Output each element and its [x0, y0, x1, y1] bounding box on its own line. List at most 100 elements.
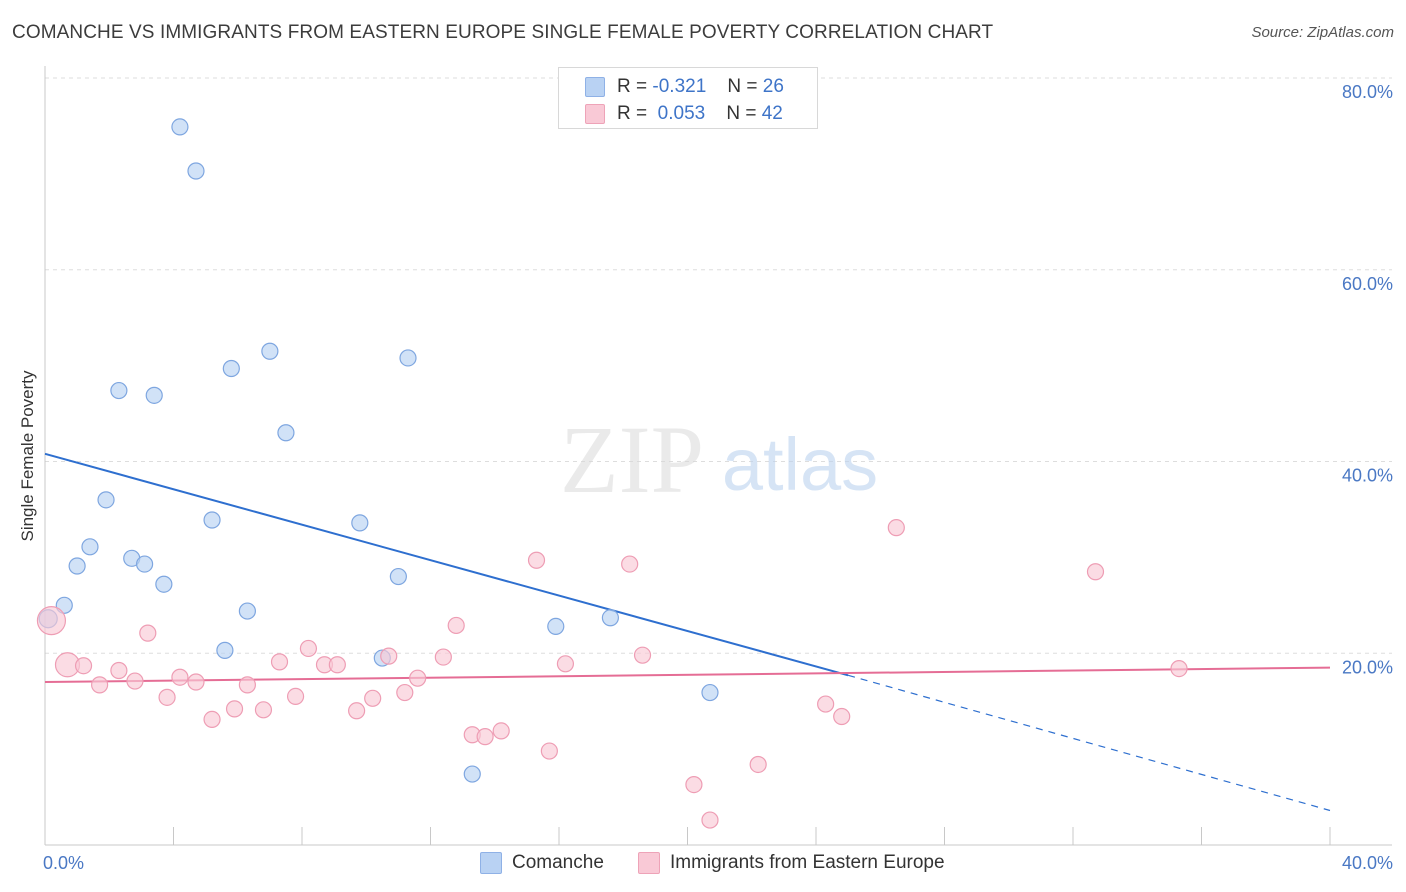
eastern-europe-point — [238, 676, 256, 694]
comanche-swatch — [585, 77, 605, 97]
data-points — [36, 118, 1188, 829]
n-value: 26 — [762, 76, 784, 97]
eastern-europe-point — [225, 700, 244, 718]
comanche-point — [547, 617, 565, 636]
r-key: R = — [617, 103, 648, 124]
eastern-europe-point — [447, 616, 465, 635]
eastern-europe-point — [476, 728, 494, 746]
eastern-europe-point — [187, 673, 205, 691]
legend-item-comanche: Comanche — [480, 852, 604, 874]
comanche-point — [155, 575, 173, 593]
comanche-point — [171, 118, 189, 136]
source-credit: Source: ZipAtlas.com — [1251, 24, 1394, 41]
comanche-point — [135, 555, 154, 573]
comanche-point — [277, 424, 295, 442]
comanche-point — [601, 609, 620, 627]
comanche-point — [261, 342, 279, 360]
x-tick-label-max: 40.0% — [1342, 853, 1393, 873]
gridlines — [45, 77, 1392, 654]
r-key: R = — [617, 76, 648, 97]
eastern-europe-point — [139, 624, 157, 642]
tick-labels: 80.0% 60.0% 40.0% 20.0% 0.0% 40.0% — [43, 82, 1393, 873]
comanche-point — [389, 567, 407, 586]
y-tick-label: 80.0% — [1342, 82, 1393, 102]
eastern-europe-point — [633, 646, 652, 664]
watermark-zip: ZIP — [560, 406, 704, 513]
eastern-europe-swatch — [638, 852, 660, 874]
eastern-europe-point — [1086, 563, 1105, 581]
eastern-europe-point — [36, 606, 67, 636]
r-value: 0.053 — [657, 103, 706, 124]
comanche-point — [399, 349, 417, 367]
comanche-point — [68, 557, 86, 575]
eastern-europe-point — [158, 688, 176, 706]
eastern-europe-point — [110, 661, 128, 680]
eastern-europe-point — [556, 655, 575, 673]
stats-legend: R = -0.321 N = 26 R = 0.053 N = 42 — [558, 67, 818, 129]
eastern-europe-point — [749, 755, 767, 774]
eastern-europe-point — [492, 722, 510, 740]
eastern-europe-point — [1170, 659, 1188, 678]
eastern-europe-swatch — [585, 104, 605, 124]
eastern-europe-point — [701, 811, 719, 829]
eastern-europe-point — [91, 676, 109, 694]
chart-title: COMANCHE VS IMMIGRANTS FROM EASTERN EURO… — [12, 22, 994, 43]
eastern-europe-trend-line — [44, 666, 1331, 684]
eastern-europe-point — [396, 683, 414, 702]
trend-lines — [44, 452, 1331, 812]
watermark-atlas: atlas — [722, 423, 878, 506]
comanche-point — [110, 381, 128, 400]
eastern-europe-point — [126, 672, 144, 690]
eastern-europe-point — [254, 701, 273, 719]
comanche-trend-extension — [847, 674, 1331, 812]
n-key: N = — [727, 76, 758, 97]
eastern-europe-point — [621, 555, 639, 573]
comanche-point — [463, 765, 481, 783]
comanche-point — [701, 683, 719, 702]
y-tick-label: 40.0% — [1342, 466, 1393, 486]
comanche-point — [145, 386, 163, 404]
comanche-point — [203, 511, 221, 529]
comanche-trend-line — [44, 452, 849, 677]
r-value: -0.321 — [652, 76, 707, 97]
comanche-point — [81, 538, 99, 556]
eastern-europe-point — [833, 707, 851, 726]
stats-row-eastern-europe: R = 0.053 N = 42 — [585, 103, 783, 125]
axes — [44, 66, 1392, 846]
stats-row-comanche: R = -0.321 N = 26 — [585, 76, 784, 98]
eastern-europe-point — [74, 657, 93, 675]
eastern-europe-point — [434, 648, 452, 666]
y-tick-label: 20.0% — [1342, 657, 1393, 677]
eastern-europe-point — [348, 702, 366, 720]
eastern-europe-point — [328, 656, 346, 674]
eastern-europe-point — [817, 695, 835, 713]
comanche-point — [222, 359, 240, 378]
y-tick-label: 60.0% — [1342, 274, 1393, 294]
eastern-europe-point — [409, 669, 427, 687]
comanche-point — [97, 491, 115, 509]
eastern-europe-point — [171, 668, 189, 686]
eastern-europe-point — [364, 689, 382, 707]
n-value: 42 — [761, 103, 783, 124]
legend-label: Comanche — [512, 852, 604, 873]
comanche-swatch — [480, 852, 502, 874]
comanche-point — [351, 514, 369, 532]
x-tick-label-min: 0.0% — [43, 853, 84, 873]
eastern-europe-point — [203, 710, 221, 729]
eastern-europe-point — [270, 653, 289, 671]
legend-item-eastern-europe: Immigrants from Eastern Europe — [638, 852, 945, 874]
eastern-europe-point — [380, 647, 398, 665]
comanche-point — [187, 162, 205, 180]
eastern-europe-point — [299, 639, 318, 658]
comanche-point — [216, 641, 234, 659]
eastern-europe-point — [527, 551, 546, 569]
eastern-europe-point — [286, 687, 305, 705]
legend-label: Immigrants from Eastern Europe — [670, 852, 945, 873]
series-legend: Comanche Immigrants from Eastern Europe — [0, 852, 1406, 878]
n-key: N = — [726, 103, 757, 124]
eastern-europe-point — [540, 742, 558, 760]
comanche-point — [238, 602, 256, 620]
eastern-europe-point — [887, 519, 905, 537]
eastern-europe-point — [685, 775, 703, 794]
